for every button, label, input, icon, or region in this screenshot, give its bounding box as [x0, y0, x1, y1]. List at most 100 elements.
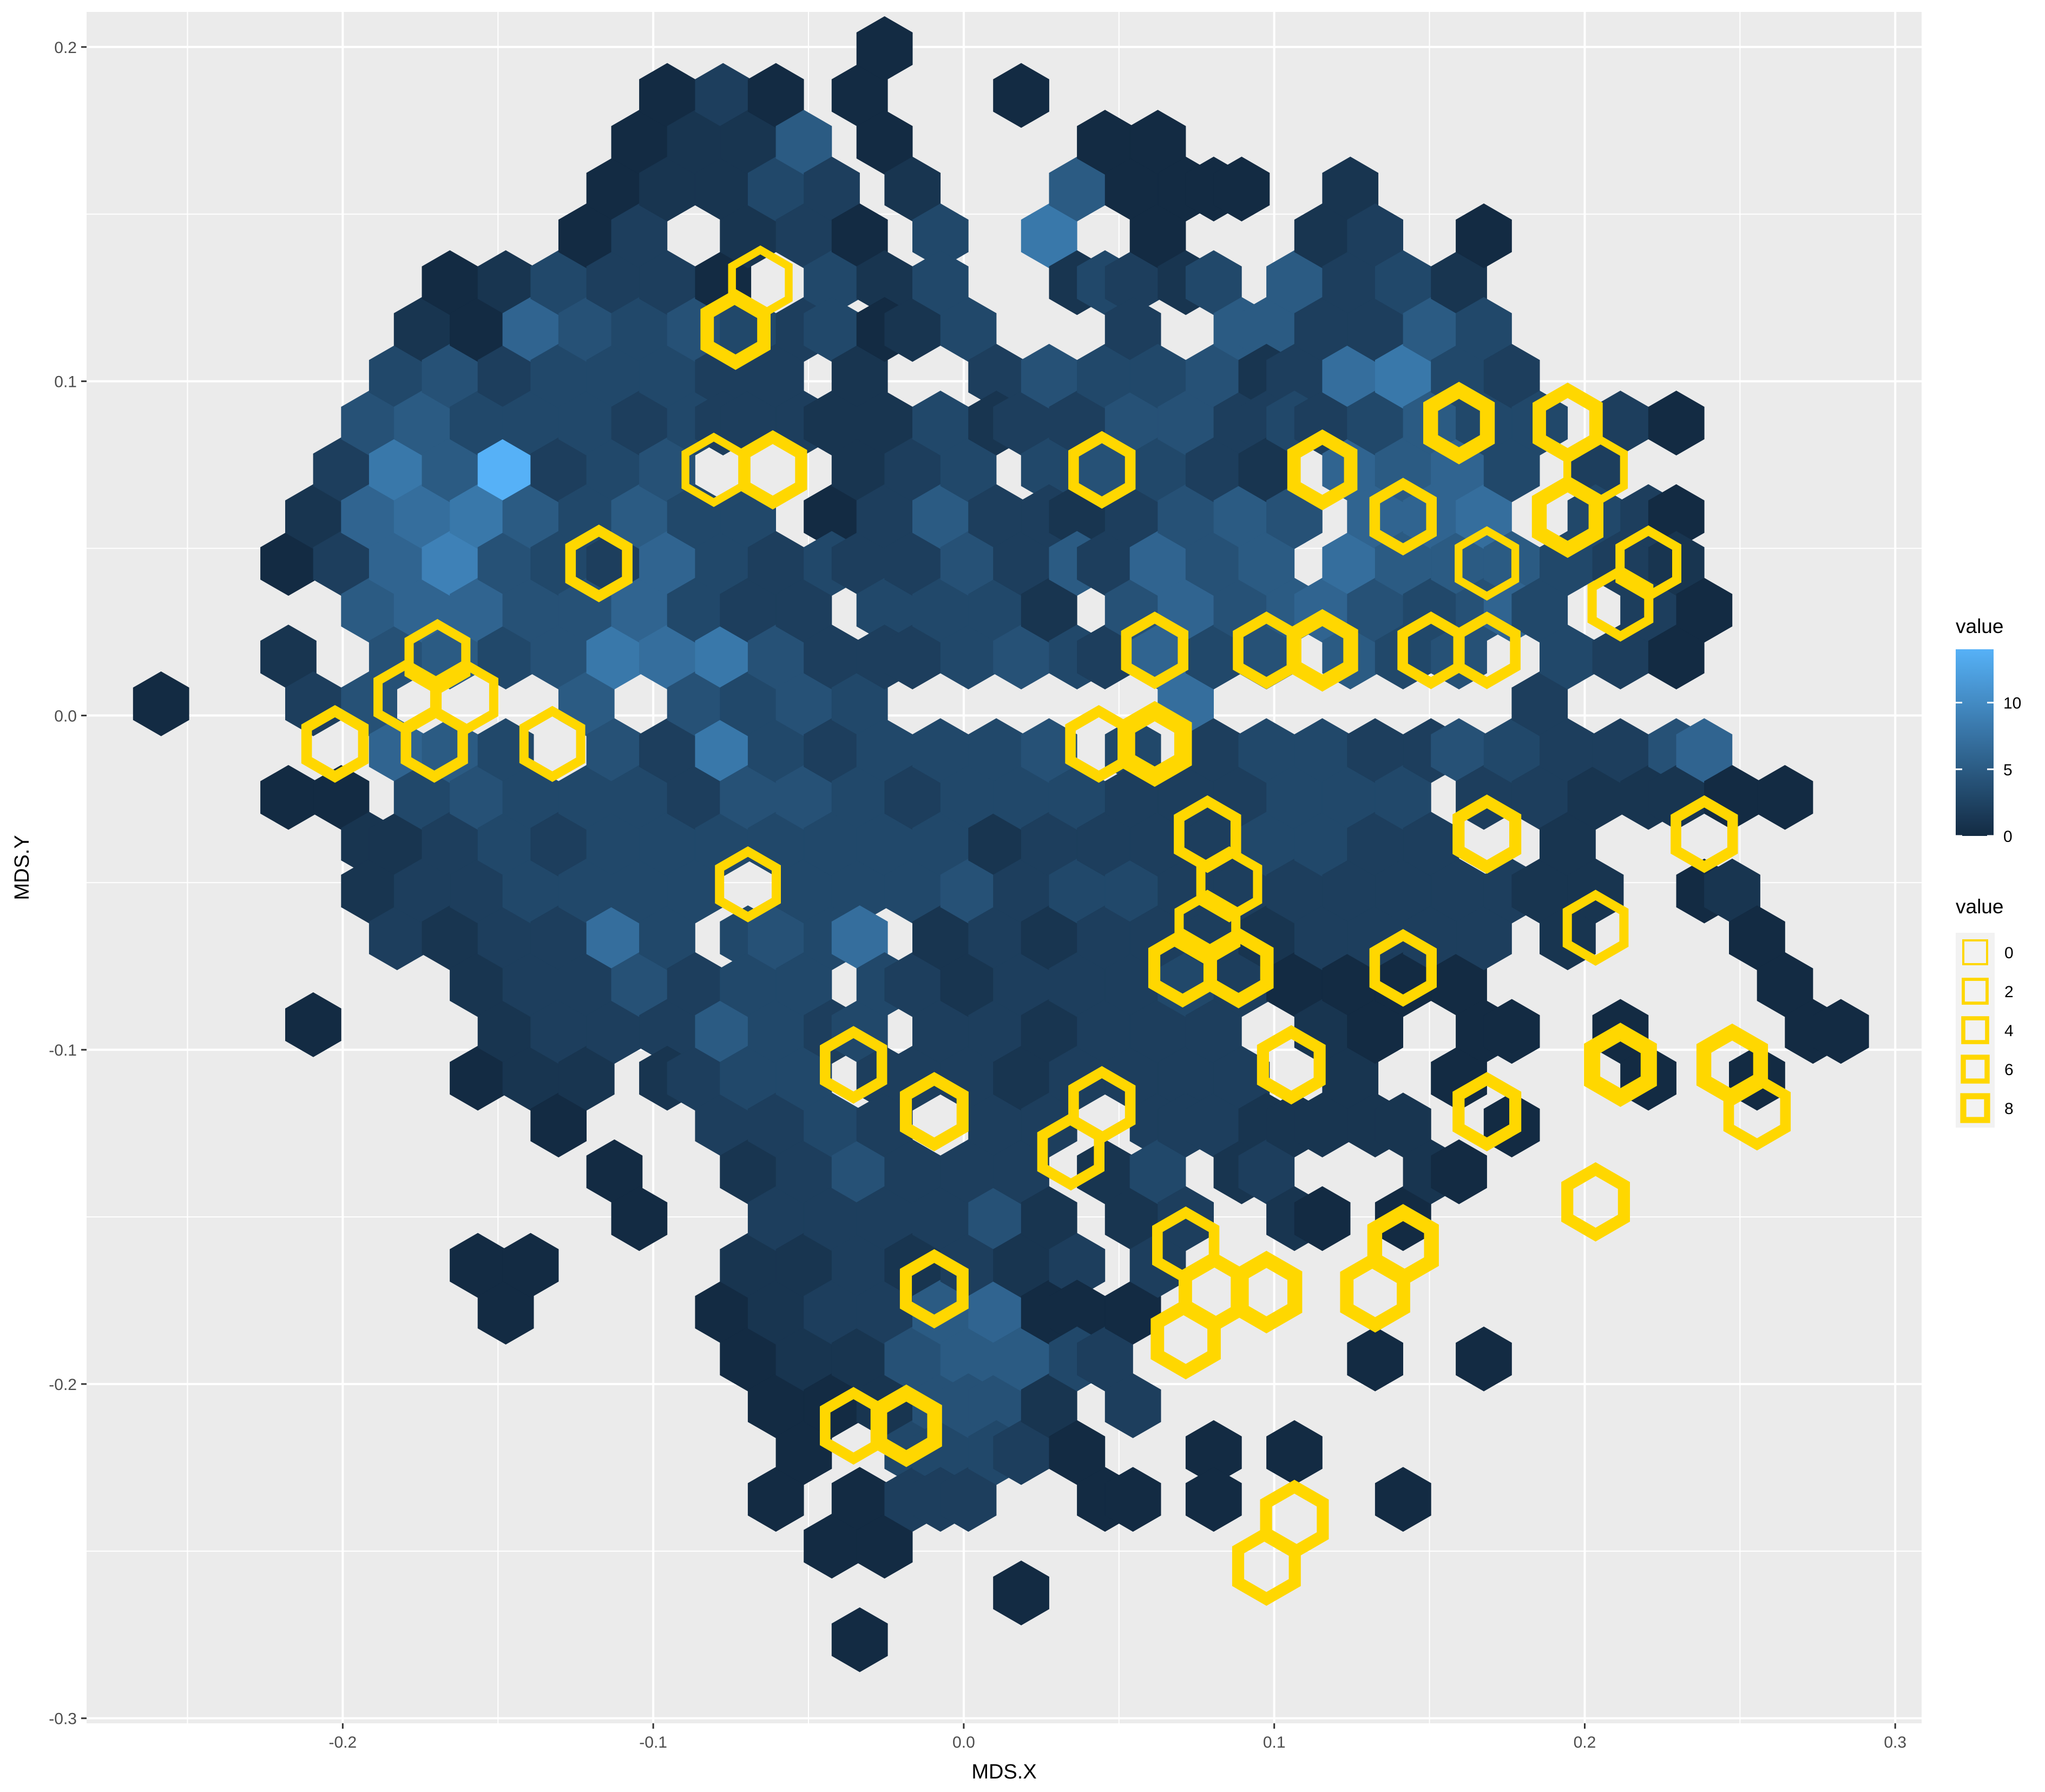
outline-hex: [700, 289, 771, 370]
hex-cell: [856, 16, 913, 81]
outline-hex: [1257, 1025, 1326, 1105]
outline-legend-title: value: [1956, 895, 2003, 918]
outline-hex: [820, 1026, 887, 1104]
outline-hex: [1037, 1112, 1104, 1191]
x-tick-label: -0.2: [329, 1734, 357, 1751]
hex-cell: [1483, 999, 1540, 1064]
outline-legend-label: 0: [2004, 944, 2014, 962]
outline-legend-swatch: [1960, 1093, 1990, 1123]
outline-hex: [1453, 611, 1521, 689]
hex-cell: [1676, 577, 1733, 643]
outline-hex: [738, 430, 807, 510]
x-tick-label: 0.0: [952, 1734, 975, 1751]
colorbar: [1956, 649, 1994, 836]
hex-cell: [1757, 765, 1813, 830]
outline-hex: [1671, 795, 1738, 873]
fill-legend: value 0 5 10: [1956, 615, 2021, 846]
outline-hex: [1531, 475, 1604, 558]
outline-legend-label: 2: [2004, 983, 2014, 1001]
hex-cell: [1431, 1139, 1487, 1204]
outline-legend-label: 8: [2004, 1100, 2014, 1118]
outline-hex: [1286, 609, 1358, 692]
fill-legend-title: value: [1956, 615, 2003, 637]
hex-cell: [285, 992, 341, 1057]
outline-hex: [519, 706, 586, 782]
outline-hex: [899, 1072, 969, 1151]
x-tick-label: 0.2: [1574, 1734, 1596, 1751]
outline-hex: [1196, 846, 1262, 923]
outline-hex: [1369, 928, 1437, 1007]
hex-cell: [477, 1280, 534, 1345]
hex-cell: [1104, 1373, 1161, 1438]
outline-hex: [1587, 565, 1654, 642]
hex-cell: [1648, 391, 1705, 456]
colorbar-label: 10: [2003, 695, 2021, 713]
outline-hex: [1232, 1526, 1301, 1606]
outline-legend-swatch: [1962, 939, 1988, 965]
outline-legend-key: [1956, 972, 1995, 1011]
outline-legend-swatch: [1962, 978, 1989, 1005]
colorbar-label: 0: [2003, 828, 2013, 846]
outline-hex: [870, 1384, 942, 1467]
hex-cell: [1104, 1467, 1161, 1532]
hex-cell: [1104, 1280, 1161, 1345]
y-tick-label: -0.1: [49, 1042, 77, 1059]
y-tick-label: 0.2: [54, 39, 77, 57]
hex-cell: [1456, 203, 1512, 268]
fill-hexagons: [133, 16, 1869, 1672]
hex-cell: [1294, 1186, 1351, 1251]
y-axis-title: MDS.Y: [11, 835, 34, 900]
hex-cell: [1375, 1467, 1431, 1532]
outline-hex: [715, 846, 781, 923]
outline-hex: [1584, 1023, 1657, 1107]
x-tick-label: 0.1: [1263, 1734, 1286, 1751]
outline-hex: [301, 705, 369, 783]
outline-hex: [1117, 701, 1192, 787]
hex-cell: [1185, 1467, 1242, 1532]
colorbar-label: 5: [2003, 761, 2013, 779]
outline-hex: [1150, 1298, 1221, 1380]
outline-hex: [1287, 429, 1358, 511]
y-tick-label: -0.2: [49, 1376, 77, 1394]
outline-hex: [400, 705, 468, 783]
x-axis-title: MDS.X: [971, 1761, 1036, 1783]
axes: -0.2 -0.1 0.0 0.1 0.2 0.3 -0.3 -0.2 -0.1 0.0 0.1 0.…: [49, 39, 1906, 1751]
outline-hex: [1121, 611, 1188, 689]
outline-legend-key: [1956, 933, 1995, 972]
y-tick-label: 0.0: [54, 707, 77, 725]
hex-cell: [993, 63, 1049, 128]
hex-cell: [1347, 1326, 1403, 1392]
outline-legend-label: 4: [2004, 1022, 2014, 1040]
outline-hexagons: [301, 245, 1791, 1606]
outline-hex: [1068, 431, 1136, 509]
outline-hex: [1452, 794, 1522, 874]
outline-hex: [1455, 526, 1520, 601]
hex-cell: [133, 671, 189, 736]
outline-hex: [1723, 1072, 1791, 1151]
hex-cell: [1813, 999, 1869, 1064]
y-tick-label: -0.3: [49, 1710, 77, 1728]
outline-hex: [1369, 477, 1437, 556]
x-tick-label: 0.3: [1884, 1734, 1906, 1751]
hex-cell: [502, 1233, 559, 1298]
outline-legend-swatch: [1961, 1016, 1989, 1044]
outline-hex: [899, 1249, 969, 1329]
y-tick-label: 0.1: [54, 373, 77, 391]
hex-cell: [611, 1186, 668, 1251]
outline-hex: [1340, 1251, 1410, 1333]
hex-cell: [1213, 156, 1270, 222]
outline-legend-label: 6: [2004, 1061, 2014, 1079]
outline-legend-swatch: [1961, 1055, 1990, 1084]
x-tick-label: -0.1: [639, 1734, 667, 1751]
outline-hex: [1562, 890, 1629, 966]
hex-cell: [993, 1560, 1049, 1625]
outline-hex: [1203, 927, 1274, 1009]
hex-cell: [1456, 1326, 1512, 1392]
hex-cell: [831, 1607, 888, 1672]
outline-hex: [1452, 1072, 1522, 1151]
outline-hex: [1423, 381, 1495, 465]
outline-legend: value 0 2 4 6 8: [1956, 895, 2014, 1128]
outline-hex: [1561, 1162, 1630, 1242]
